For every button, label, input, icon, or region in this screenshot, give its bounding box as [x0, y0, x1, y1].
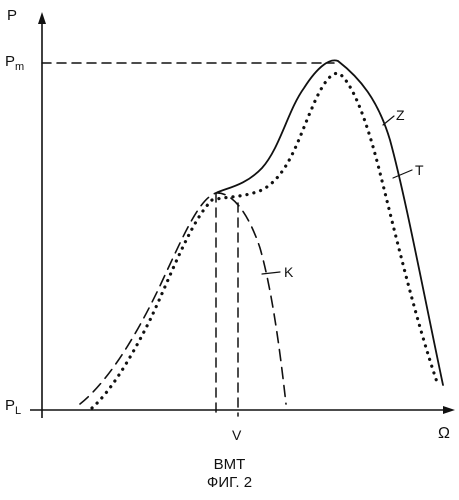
curve-label-k: K [284, 264, 294, 280]
x-tick-v: V [232, 427, 242, 443]
y-tick-pl: PL [5, 397, 21, 417]
curve-label-z: Z [396, 107, 405, 123]
y-tick-pl-sub: L [15, 405, 21, 417]
curve-t [92, 73, 438, 408]
y-axis-arrow [38, 12, 46, 24]
caption-line-2: ФИГ. 2 [0, 474, 459, 491]
x-axis-arrow [443, 406, 455, 414]
leader-t [393, 170, 412, 178]
x-axis-label: Ω [438, 425, 450, 442]
y-axis-label: P [7, 7, 17, 24]
leader-z [383, 116, 394, 125]
y-tick-pm: Pm [5, 53, 24, 73]
curve-z [216, 60, 443, 385]
curve-label-t: T [415, 162, 424, 178]
leader-k [262, 272, 280, 274]
caption-line-1: BMT [0, 456, 459, 473]
y-tick-pm-sub: m [15, 61, 24, 73]
curve-k [80, 193, 286, 404]
